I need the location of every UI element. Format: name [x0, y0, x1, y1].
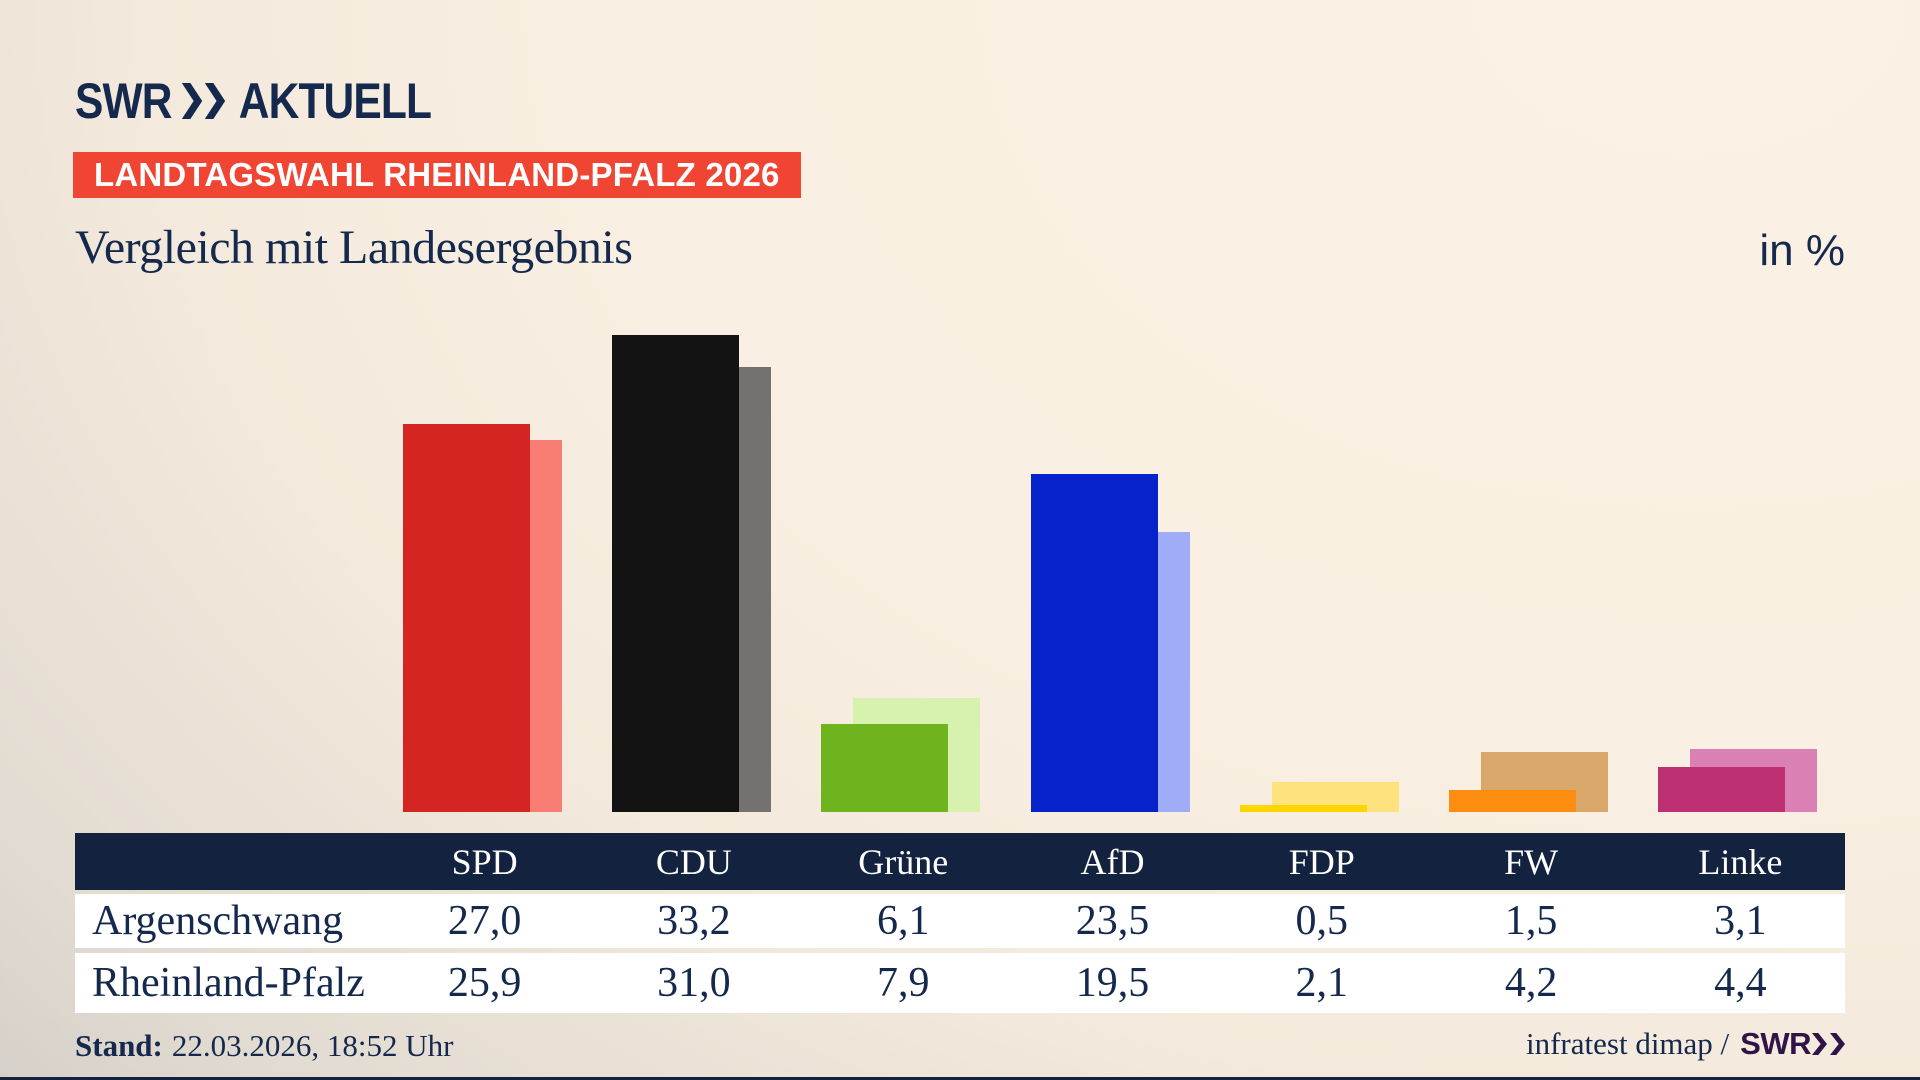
value-spd-argenschwang: 27,0 — [447, 898, 522, 944]
value-linke-rheinland-pfalz: 4,4 — [1714, 960, 1767, 1006]
value-gruene-argenschwang: 6,1 — [876, 898, 930, 944]
logo-chevrons-icon — [181, 83, 226, 119]
status-timestamp: Stand: 22.03.2026, 18:52 Uhr — [75, 1028, 453, 1064]
value-afd-rheinland-pfalz: 19,5 — [1075, 960, 1150, 1006]
value-cdu-argenschwang: 33,2 — [657, 898, 731, 944]
value-afd-argenschwang: 23,5 — [1075, 898, 1150, 944]
table-row-argenschwang: Argenschwang 27,0 33,2 6,1 23,5 0,5 1,5 3,1 — [75, 894, 1845, 948]
source-brand-text: SWR — [1740, 1026, 1811, 1061]
unit-label: in % — [1759, 226, 1845, 275]
value-linke-argenschwang: 3,1 — [1714, 898, 1767, 944]
value-fw-rheinland-pfalz: 4,2 — [1504, 960, 1558, 1006]
header-cell-spd: SPD — [451, 841, 518, 882]
bar-spd-argenschwang — [402, 424, 530, 812]
table-row-rheinland-pfalz: Rheinland-Pfalz 25,9 31,0 7,9 19,5 2,1 4,2 4,4 — [75, 953, 1845, 1013]
election-banner-badge: LANDTAGSWAHL RHEINLAND-PFALZ 2026 — [73, 152, 801, 198]
bar-fdp-argenschwang — [1239, 805, 1367, 812]
banner-label: LANDTAGSWAHL RHEINLAND-PFALZ 2026 — [94, 156, 780, 193]
swr-aktuell-logo: SWR AKTUELL — [75, 73, 432, 129]
row-label-argenschwang: Argenschwang — [92, 898, 344, 944]
value-gruene-rheinland-pfalz: 7,9 — [876, 960, 930, 1006]
source-chevrons-icon — [1812, 1033, 1845, 1055]
header-cell-linke: Linke — [1698, 841, 1783, 882]
source-attribution: infratest dimap / SWR — [1526, 1026, 1845, 1062]
table-header-row: SPD CDU Grüne AfD FDP FW Linke — [75, 833, 1845, 890]
value-fdp-argenschwang: 0,5 — [1295, 898, 1349, 944]
header-cell-afd: AfD — [1080, 841, 1145, 882]
bottom-edge-line — [0, 1077, 1920, 1080]
bar-cdu-argenschwang — [611, 335, 739, 812]
bar-fw-argenschwang — [1449, 790, 1577, 812]
stand-value: 22.03.2026, 18:52 Uhr — [171, 1028, 454, 1063]
header-cell-gruene: Grüne — [858, 841, 949, 882]
header-cell-fdp: FDP — [1288, 841, 1355, 882]
bar-linke-argenschwang — [1658, 767, 1786, 812]
bar-afd-argenschwang — [1030, 474, 1158, 812]
value-fw-argenschwang: 1,5 — [1504, 898, 1558, 944]
value-cdu-rheinland-pfalz: 31,0 — [657, 960, 731, 1006]
source-swr-logo: SWR — [1740, 1026, 1845, 1062]
header-cell-fw: FW — [1504, 841, 1559, 882]
logo-brand-text: SWR — [75, 73, 172, 129]
chart-title: Vergleich mit Landesergebnis — [75, 221, 633, 274]
stand-label: Stand: — [75, 1028, 163, 1063]
header-cell-cdu: CDU — [655, 841, 732, 882]
logo-product-text: AKTUELL — [238, 73, 432, 129]
row-label-rheinland-pfalz: Rheinland-Pfalz — [92, 960, 365, 1006]
value-spd-rheinland-pfalz: 25,9 — [447, 960, 522, 1006]
value-fdp-rheinland-pfalz: 2,1 — [1295, 960, 1349, 1006]
bar-gruene-argenschwang — [821, 724, 949, 812]
source-text: infratest dimap / — [1526, 1026, 1730, 1061]
